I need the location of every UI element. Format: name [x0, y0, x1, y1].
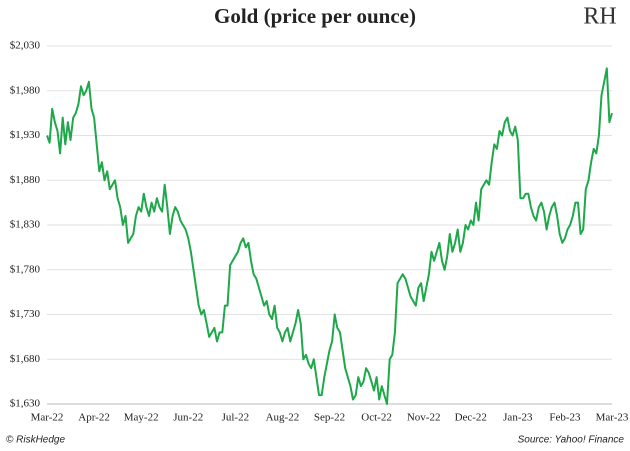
x-tick-label: Mar-22 [31, 412, 64, 424]
x-tick-label: Mar-23 [596, 412, 629, 424]
x-tick-label: May-22 [124, 412, 159, 424]
x-tick-label: Jul-22 [222, 412, 250, 424]
x-tick-label: Nov-22 [407, 412, 441, 424]
x-tick-label: Oct-22 [361, 412, 392, 424]
logo: RH [583, 4, 616, 30]
y-tick-label: $1,980 [10, 84, 41, 96]
y-tick-label: $1,830 [10, 219, 41, 231]
x-tick-label: Aug-22 [266, 412, 300, 424]
y-tick-label: $1,680 [10, 353, 41, 365]
y-tick-label: $1,730 [10, 308, 41, 320]
y-tick-label: $1,930 [10, 129, 41, 141]
x-tick-label: Sep-22 [314, 412, 345, 424]
price-line [46, 67, 613, 405]
x-tick-label: Dec-22 [455, 412, 487, 424]
x-tick-label: Apr-22 [78, 412, 110, 424]
chart-title: Gold (price per ounce) [214, 4, 416, 28]
x-tick-label: Feb-23 [549, 412, 581, 424]
y-tick-label: $1,630 [10, 398, 41, 410]
source: Source: Yahoo! Finance [518, 435, 625, 446]
copyright: © RiskHedge [6, 435, 65, 446]
y-tick-label: $1,880 [10, 174, 41, 186]
y-tick-label: $2,030 [10, 40, 41, 52]
y-tick-label: $1,780 [10, 263, 41, 275]
x-tick-label: Jun-22 [173, 412, 203, 424]
x-tick-label: Jan-23 [503, 412, 533, 424]
